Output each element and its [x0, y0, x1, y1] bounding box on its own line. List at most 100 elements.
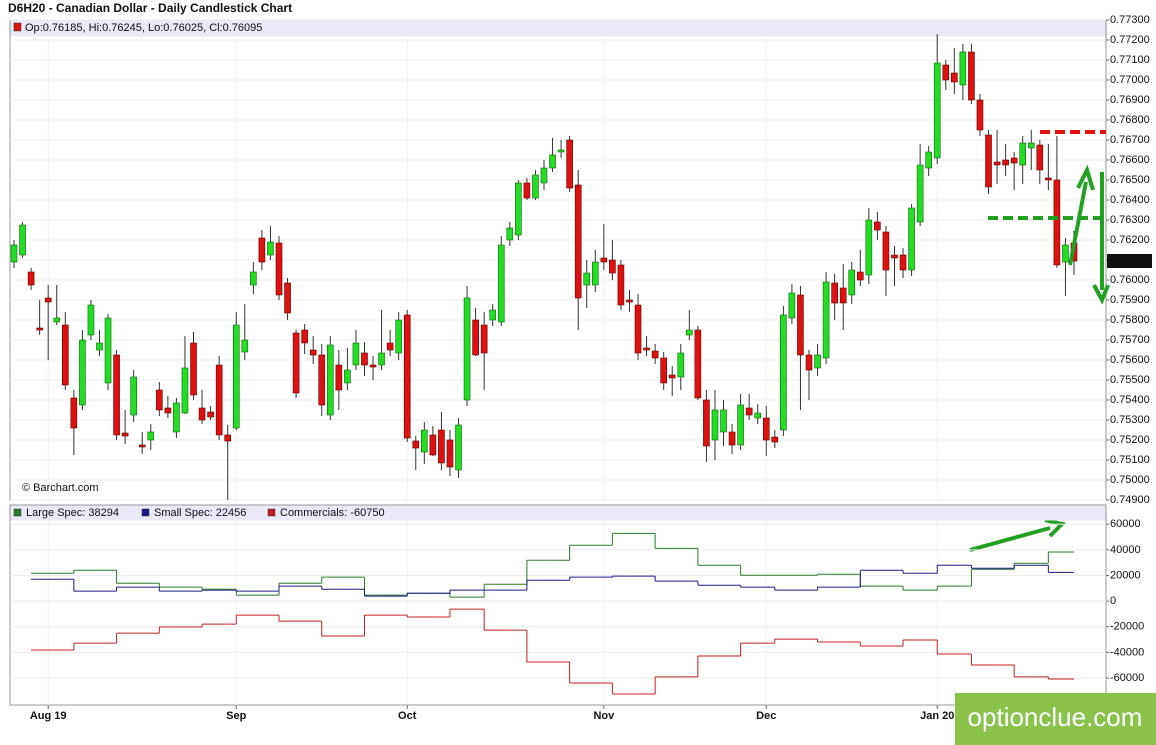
- y-tick-label: 60000: [1110, 518, 1141, 530]
- candle-body: [241, 339, 249, 353]
- candle-body: [27, 271, 35, 286]
- y-tick-label: 0.76000: [1110, 274, 1150, 286]
- candle-body: [532, 174, 539, 199]
- candle-body: [745, 407, 753, 416]
- candle-body: [480, 324, 488, 354]
- y-tick-label: 0.76200: [1110, 234, 1150, 246]
- cot-legend: Large Spec: 38294 Small Spec: 22456 Commer…: [13, 507, 385, 519]
- candle-body: [951, 72, 958, 83]
- candle-body: [737, 404, 744, 446]
- candle-body: [720, 409, 727, 433]
- candle-body: [138, 444, 146, 448]
- y-tick-label: 0.75000: [1110, 474, 1150, 486]
- candle-body: [455, 424, 462, 471]
- cot-lines: [31, 532, 1074, 695]
- candle-body: [660, 357, 667, 384]
- candle-body: [728, 431, 736, 446]
- legend-value: -60750: [350, 507, 384, 519]
- candles: [10, 34, 1078, 500]
- label: Op: [25, 22, 40, 34]
- candle-body: [643, 347, 650, 351]
- y-tick-label: 0.77300: [1110, 14, 1150, 26]
- candle-body: [1002, 159, 1009, 166]
- x-tick-label: Oct: [398, 710, 417, 722]
- candle-body: [61, 324, 69, 386]
- candle-body: [566, 139, 573, 189]
- candle-body: [814, 354, 821, 369]
- candle-body: [190, 342, 197, 396]
- candle-body: [147, 431, 155, 441]
- candle-body: [378, 352, 385, 366]
- candle-body: [403, 314, 411, 439]
- candle-body: [386, 342, 394, 351]
- y-tick-label: 0.76500: [1110, 174, 1150, 186]
- candle-body: [874, 221, 881, 231]
- chart-title: D6H20 - Canadian Dollar - Daily Candlest…: [8, 1, 292, 15]
- y-tick-label: 0.75700: [1110, 334, 1150, 346]
- candle-body: [301, 329, 308, 344]
- x-axis: Aug 19 Sep Oct Nov Dec Jan 20: [30, 705, 954, 722]
- candle-body: [831, 282, 838, 304]
- candle-body: [181, 367, 189, 414]
- candle-body: [626, 299, 633, 303]
- candle-body: [446, 439, 454, 468]
- y-tick-label: 0.74900: [1110, 494, 1150, 506]
- candle-body: [292, 332, 300, 394]
- candle-body: [369, 364, 377, 368]
- candle-body: [908, 207, 915, 271]
- candle-body: [523, 182, 531, 199]
- candle-body: [762, 417, 770, 441]
- arrow-head: [1092, 284, 1110, 305]
- y-tick-label: -20000: [1110, 621, 1144, 633]
- candle-body: [19, 224, 26, 256]
- x-tick-label: Aug 19: [30, 710, 67, 722]
- candle-body: [985, 134, 992, 188]
- candle-body: [686, 329, 693, 336]
- candle-body: [438, 429, 445, 464]
- candle-body: [258, 237, 266, 263]
- x-tick-label: Dec: [756, 710, 776, 722]
- y-tick-label: 0.75400: [1110, 394, 1150, 406]
- candle-body: [882, 231, 890, 271]
- arrow-head: [1076, 164, 1095, 191]
- value: 0.76185: [43, 22, 83, 34]
- candle-body: [173, 402, 180, 433]
- legend-value: 38294: [88, 507, 119, 519]
- y-tick-label: 0: [1110, 595, 1116, 607]
- candle-body: [130, 376, 137, 416]
- candle-body: [96, 342, 103, 351]
- candle-body: [44, 297, 52, 303]
- candle-body: [207, 411, 214, 418]
- legend-name: Large Spec: [26, 507, 83, 519]
- y-tick-label: 0.75500: [1110, 374, 1150, 386]
- candle-body: [976, 99, 984, 131]
- y-tick-label: 0.76300: [1110, 214, 1150, 226]
- y-tick-label: 0.76800: [1110, 114, 1150, 126]
- y-tick-label: 0.76700: [1110, 134, 1150, 146]
- candle-body: [318, 354, 326, 406]
- candle-body: [326, 344, 334, 416]
- legend-value: 22456: [216, 507, 247, 519]
- candle-body: [891, 254, 898, 259]
- ohlc-legend: Op:0.76185, Hi:0.76245, Lo:0.76025, Cl:0…: [25, 22, 262, 34]
- source: © Barchart.com: [22, 482, 99, 494]
- candle-body: [771, 436, 779, 443]
- cot-legend-bar: [10, 505, 1106, 521]
- y-tick-label: -60000: [1110, 672, 1144, 684]
- y-tick-label: 0.77000: [1110, 74, 1150, 86]
- legend-swatch: [267, 508, 276, 517]
- y-tick-label: 0.75900: [1110, 294, 1150, 306]
- candle-body: [1036, 144, 1044, 171]
- legend-swatch: [141, 508, 150, 517]
- y-tick-label: 0.75300: [1110, 414, 1150, 426]
- candle-body: [839, 287, 847, 304]
- candle-body: [344, 369, 351, 384]
- legend-entry: Large Spec: 38294: [26, 507, 119, 519]
- price-tag: [1107, 254, 1152, 268]
- candle-body: [754, 412, 762, 419]
- y-tick-label: 40000: [1110, 544, 1141, 556]
- candle-body: [617, 264, 625, 306]
- candle-body: [856, 271, 864, 281]
- y-tick-label: 0.75600: [1110, 354, 1150, 366]
- candle-body: [275, 242, 283, 296]
